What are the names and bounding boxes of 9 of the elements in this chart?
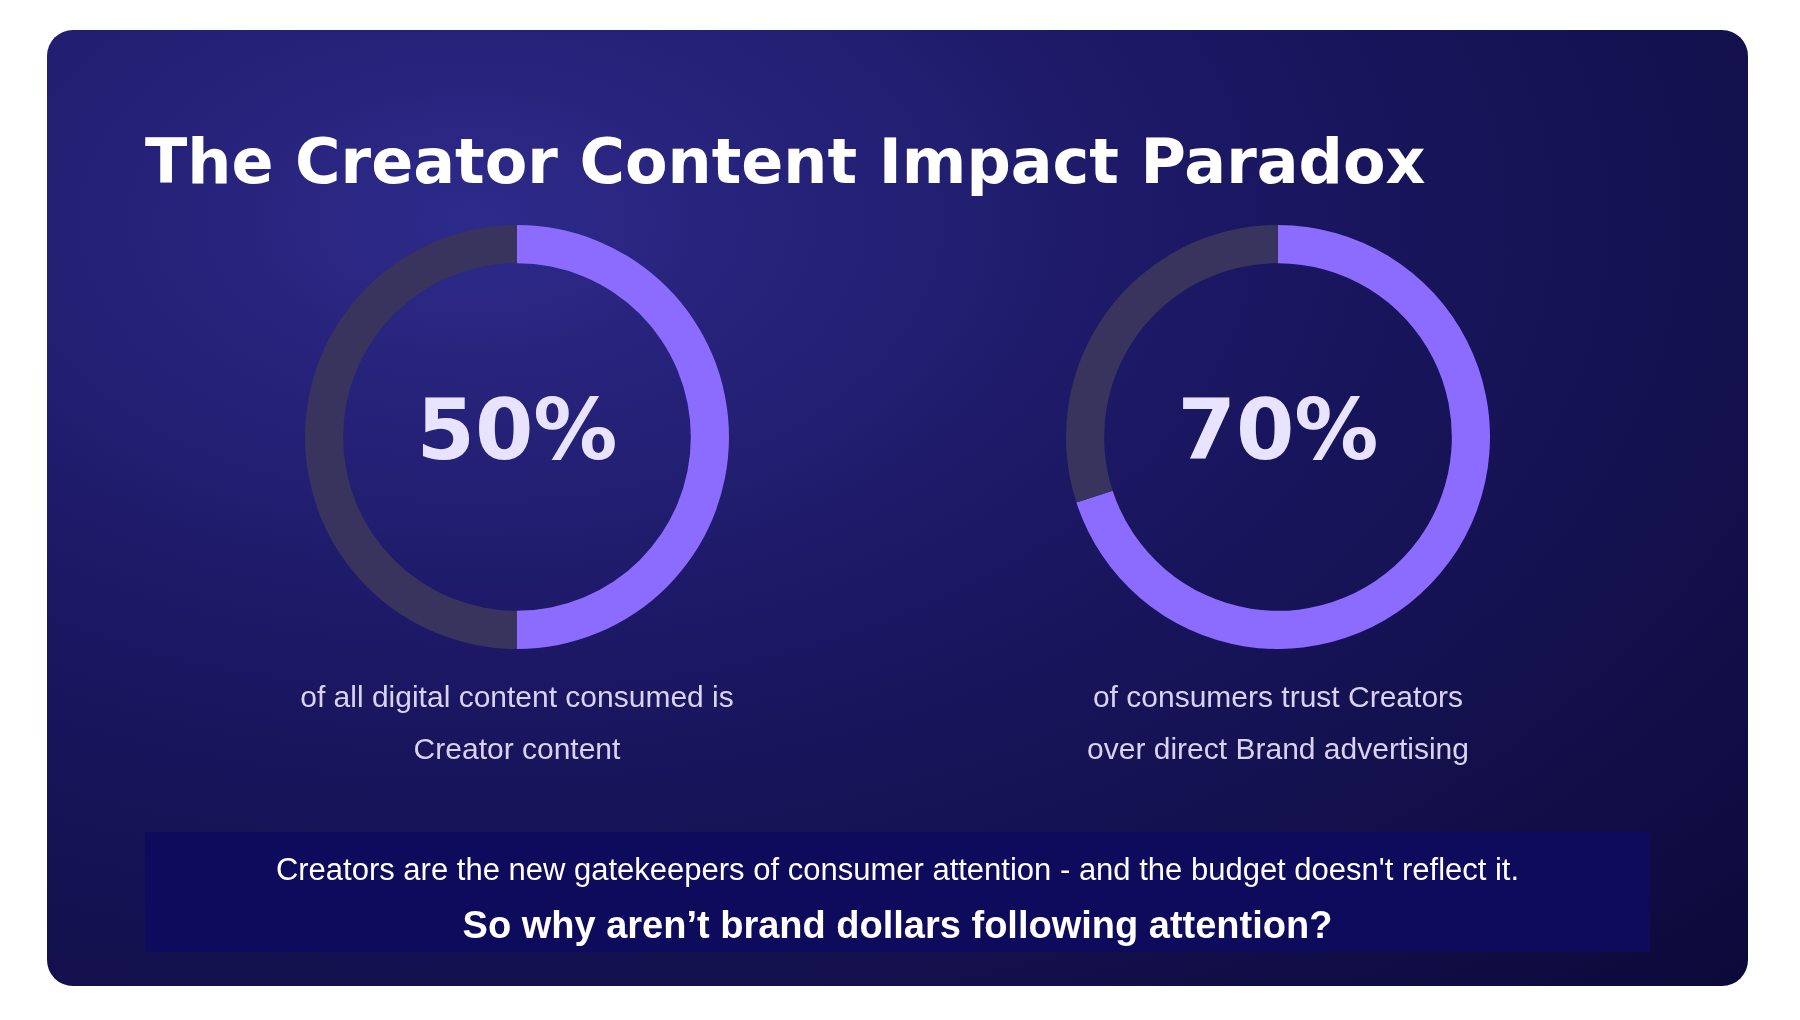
data-label: 70% [1177, 380, 1379, 479]
text: of consumers trust Creators [1091, 680, 1465, 714]
chart-title: The Creator Content Impact Paradox [145, 125, 1426, 198]
text: Creator content [412, 732, 622, 766]
text: over direct Brand advertising [1086, 732, 1470, 766]
text: So why aren’t brand dollars following attention? [461, 904, 1334, 947]
text: of all digital content consumed is [299, 680, 735, 714]
text: Creators are the new gatekeepers of consumer attention - and the budget doesn't reflect it. [274, 852, 1521, 888]
data-label: 50% [416, 380, 618, 479]
